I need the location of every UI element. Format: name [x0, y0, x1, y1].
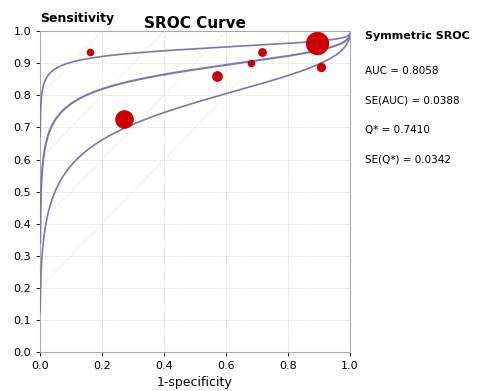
Point	[120, 117, 128, 123]
Text: Symmetric SROC: Symmetric SROC	[365, 31, 470, 41]
Text: Q* = 0.7410: Q* = 0.7410	[365, 125, 430, 135]
Point	[314, 39, 322, 46]
Point	[316, 63, 324, 70]
Text: SROC Curve: SROC Curve	[144, 16, 246, 30]
Point	[247, 60, 255, 66]
Point	[212, 72, 220, 79]
Text: Sensitivity: Sensitivity	[40, 13, 114, 25]
X-axis label: 1-specificity: 1-specificity	[157, 377, 233, 389]
Text: AUC = 0.8058: AUC = 0.8058	[365, 66, 438, 77]
Point	[258, 49, 266, 55]
Text: SE(Q*) = 0.0342: SE(Q*) = 0.0342	[365, 154, 451, 165]
Point	[86, 49, 94, 55]
Text: SE(AUC) = 0.0388: SE(AUC) = 0.0388	[365, 96, 460, 106]
